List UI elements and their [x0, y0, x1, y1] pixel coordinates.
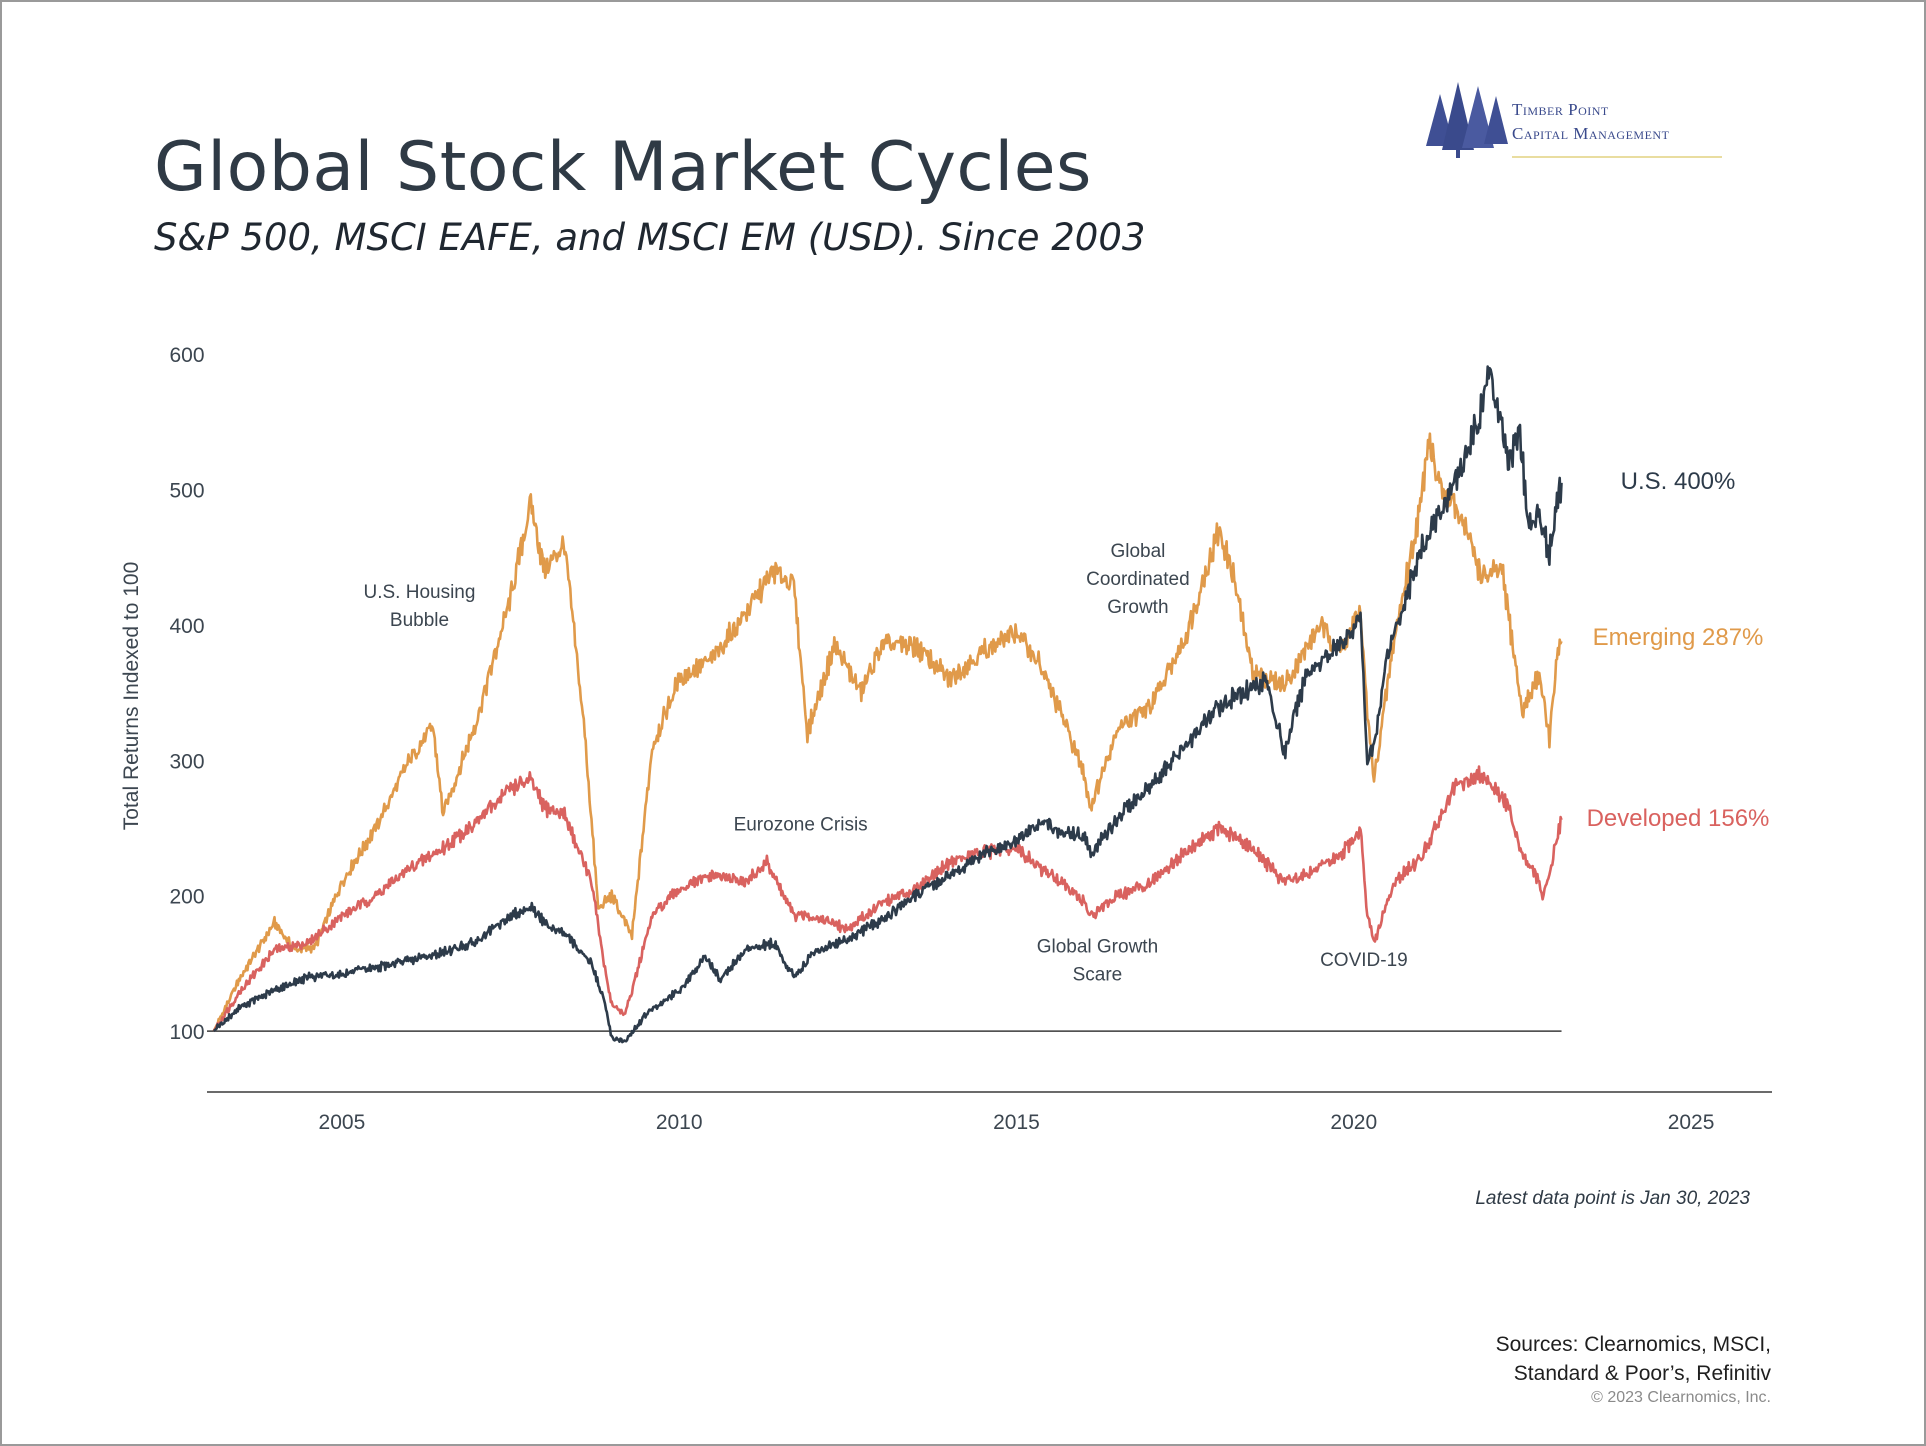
y-tick-label: 600: [169, 344, 204, 367]
x-tick-label: 2015: [993, 1111, 1040, 1134]
sources-note: Sources: Clearnomics, MSCI, Standard & P…: [1496, 1330, 1771, 1388]
page-title: Global Stock Market Cycles: [154, 128, 1092, 207]
annotation-text: Scare: [1073, 965, 1123, 986]
page-subtitle: S&P 500, MSCI EAFE, and MSCI EM (USD). S…: [154, 216, 1146, 259]
x-tick-label: 2005: [319, 1111, 366, 1134]
logo-line-2: Capital Management: [1512, 124, 1670, 143]
logo-underline: [1512, 156, 1722, 158]
company-logo: Timber Point Capital Management: [1422, 80, 1732, 162]
series-label-emerging: Emerging 287%: [1593, 624, 1764, 651]
annotation-text: Eurozone Crisis: [734, 815, 868, 836]
annotation-text: Coordinated: [1086, 569, 1190, 590]
annotation-text: Growth: [1107, 597, 1168, 618]
annotation-text: U.S. Housing: [364, 582, 476, 603]
annotation-text: Global Growth: [1037, 937, 1158, 958]
series-line-emerging: [212, 432, 1563, 1032]
annotation-text: Bubble: [390, 610, 449, 631]
y-tick-label: 200: [169, 886, 204, 909]
data-footnote: Latest data point is Jan 30, 2023: [1475, 1188, 1750, 1209]
y-axis-title: Total Returns Indexed to 100: [120, 562, 143, 831]
pine-trees-icon: [1426, 82, 1508, 158]
logo-line-1: Timber Point: [1512, 100, 1609, 119]
x-tick-label: 2010: [656, 1111, 703, 1134]
series-line-us: [212, 365, 1563, 1044]
copyright: © 2023 Clearnomics, Inc.: [1591, 1389, 1771, 1406]
sources-line-1: Sources: Clearnomics, MSCI,: [1495, 1333, 1771, 1356]
y-tick-label: 400: [169, 615, 204, 638]
series-label-us: U.S. 400%: [1621, 468, 1736, 495]
y-tick-label: 100: [169, 1021, 204, 1044]
series-label-developed: Developed 156%: [1587, 805, 1770, 832]
x-tick-label: 2025: [1668, 1111, 1715, 1134]
x-tick-label: 2020: [1330, 1111, 1377, 1134]
y-tick-label: 300: [169, 750, 204, 773]
sources-line-2: Standard & Poor’s, Refinitiv: [1513, 1362, 1771, 1385]
annotation-text: Global: [1110, 541, 1165, 562]
y-tick-label: 500: [169, 480, 204, 503]
series-line-developed: [212, 765, 1563, 1032]
annotation-text: COVID-19: [1320, 950, 1408, 971]
